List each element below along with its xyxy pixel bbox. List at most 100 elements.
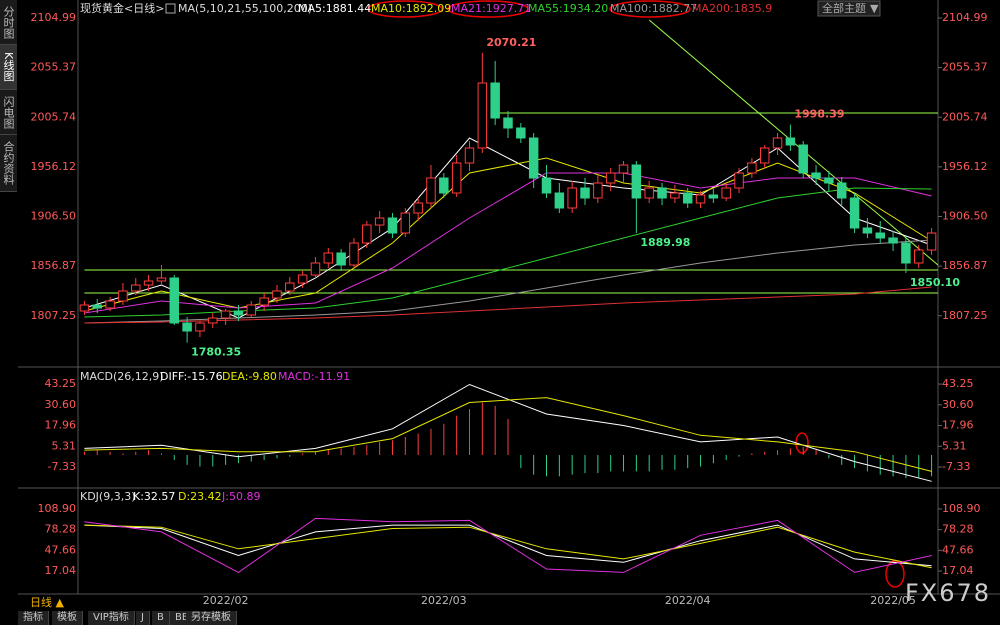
y-tick-label: 30.60 [45,398,77,411]
y-tick-label-right: 1807.25 [942,309,988,322]
legend-entry: MA200:1835.9 [692,2,772,15]
price-annotation: 1889.98 [640,236,690,249]
highlight [447,0,529,18]
y-tick-label: 43.25 [45,377,77,390]
legend-entry: MA5:1881.44 [298,2,371,15]
x-tick-label: 2022/03 [421,594,467,607]
candle-body [451,162,462,194]
candle-body [734,172,744,189]
legend-entry: DIFF:-15.76 [160,370,223,383]
watermark: FX678 [905,579,991,607]
price-annotation: 1850.10 [910,276,960,289]
candle-body [208,317,218,324]
candle-body [285,282,295,292]
indicator-line [84,187,932,318]
y-tick-label-right: 17.96 [942,419,974,432]
y-tick-label-right: -7.33 [942,460,970,473]
indicator-line [84,397,932,472]
footer-tab[interactable]: 模板 [52,611,83,625]
candle-body [503,117,513,129]
legend-entry: D:23.42 [178,490,222,503]
candle-body [323,252,334,264]
candle-body [220,310,231,319]
legend-entry: DEA:-9.80 [222,370,277,383]
panel-title: MACD(26,12,9) [80,370,164,383]
candle-body [259,297,269,306]
candle-body [644,187,654,199]
candle-body [618,164,629,174]
icon [165,3,176,14]
candle-body [824,177,834,184]
candle-body [605,172,616,184]
candle-body [862,227,873,234]
period-label[interactable]: 日线 ▲ [30,595,64,609]
candle-body [888,237,898,244]
candle-body [721,187,731,199]
candle-body [156,277,167,282]
footer-tab[interactable]: B [152,611,170,625]
candle-body [182,322,192,332]
highlight [367,0,443,18]
price-annotation: 2070.21 [486,36,536,49]
dropdown-arrow[interactable]: ▼ [870,2,879,15]
legend-entry: MA10:1892.09 [371,2,451,15]
candle-body [901,242,911,264]
candle-body [131,284,141,292]
candle-body [759,147,770,164]
candle-body [464,147,475,164]
candle-body [836,182,847,199]
legend-entry: MA100:1882.77 [610,2,697,15]
candle-body [708,194,719,199]
side-tab[interactable]: K线图 [0,45,17,90]
candle-body [490,82,500,119]
legend-entry: J:50.89 [221,490,260,503]
theme-button-label[interactable]: 全部主题 [822,1,866,15]
candle-body [105,300,115,309]
y-tick-label-right: 108.90 [942,502,981,515]
y-tick-label: 5.31 [52,439,77,452]
candle-body [593,182,603,199]
candle-body [374,217,385,226]
y-tick-label-right: 5.31 [942,439,967,452]
indicator-line [84,383,932,482]
candle-body [169,277,180,324]
candle-body [849,197,860,229]
footer-tab[interactable]: 指标 [18,611,49,625]
y-tick-label-right: 43.25 [942,377,974,390]
y-tick-label: 2055.37 [31,61,77,74]
side-tab[interactable]: 闪电图 [0,90,17,135]
y-tick-label-right: 1856.87 [942,259,988,272]
side-tab[interactable]: 合约资料 [0,135,17,192]
highlight [609,0,691,18]
candle-body [528,137,539,179]
footer-tab[interactable]: 另存模板 [186,611,237,625]
y-tick-label: 1956.12 [31,160,77,173]
footer-tab[interactable]: VIP指标 [88,611,135,625]
candle-body [92,304,102,309]
y-tick-label: 17.04 [45,564,77,577]
footer-tab[interactable]: J [136,611,150,625]
y-tick-label: 2104.99 [31,11,77,24]
y-tick-label-right: 1956.12 [942,160,988,173]
side-tab[interactable]: 分时图 [0,0,17,45]
frame [18,0,1000,595]
price-annotation: 1998.39 [794,108,844,121]
theme-button[interactable] [817,0,881,17]
y-tick-label-right: 2005.74 [942,110,988,123]
indicator-line [84,172,932,314]
candle-body [349,242,359,266]
x-tick-label: 2022/02 [203,594,249,607]
indicator-line [84,524,932,569]
candle-body [554,192,565,209]
candle-body [747,162,757,174]
legend-entry: MACD:-11.91 [278,370,350,383]
candle-body [567,187,577,209]
legend-entry: MA21:1927.71 [451,2,531,15]
candle-body [195,322,205,332]
candle-body [297,274,308,284]
y-tick-label: 17.96 [45,419,77,432]
y-tick-label: 1906.50 [31,210,77,223]
indicator-line [84,517,932,573]
